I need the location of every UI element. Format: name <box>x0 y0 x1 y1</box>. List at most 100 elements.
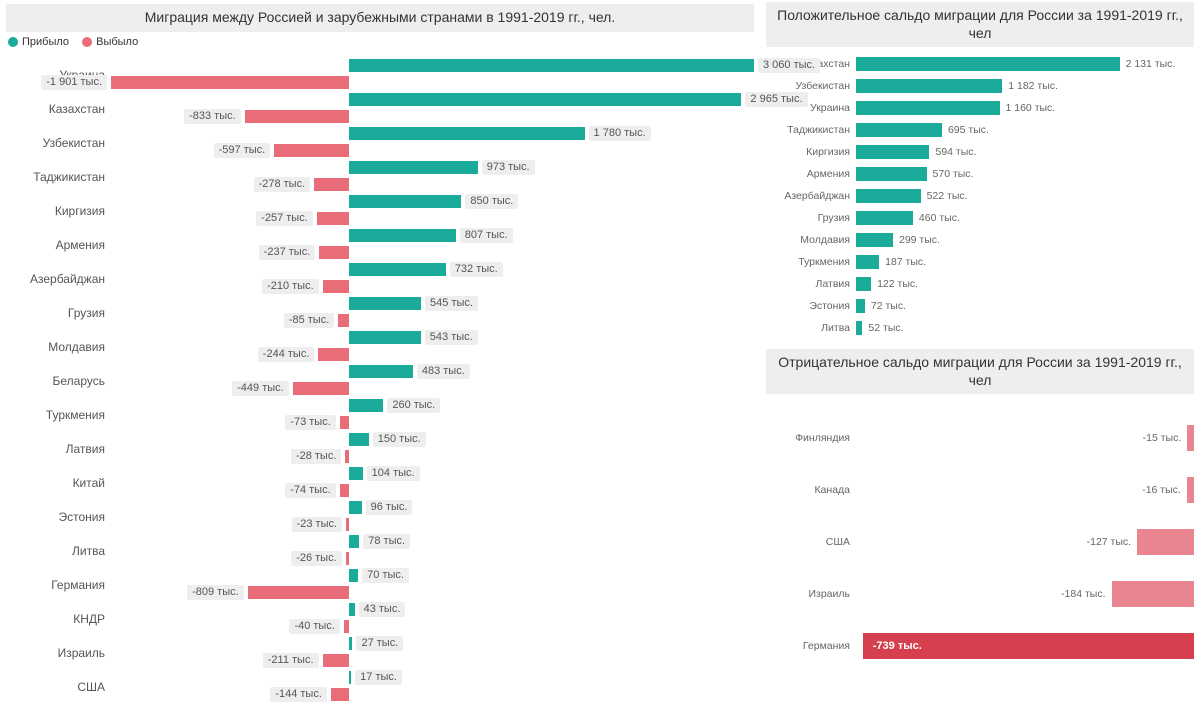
departed-bar[interactable] <box>340 416 349 429</box>
tornado-row: Литва78 тыс.-26 тыс. <box>6 534 754 568</box>
positive-bar[interactable] <box>856 189 921 203</box>
tornado-chart-panel: Миграция между Россией и зарубежными стр… <box>0 0 760 703</box>
departed-bar[interactable] <box>314 178 349 191</box>
arrived-value: 2 965 тыс. <box>745 92 807 107</box>
legend-arrived[interactable]: Прибыло <box>8 36 69 48</box>
departed-bar[interactable] <box>111 76 349 89</box>
departed-bar[interactable] <box>344 620 349 633</box>
country-label: Молдавия <box>766 234 856 246</box>
tornado-row-plot: 807 тыс.-237 тыс. <box>111 228 754 262</box>
positive-bar[interactable] <box>856 321 862 335</box>
departed-bar[interactable] <box>293 382 349 395</box>
negative-bar-track: -16 тыс. <box>856 464 1194 516</box>
country-label: Германия <box>766 640 856 652</box>
arrived-bar[interactable] <box>349 59 754 72</box>
country-label: Киргизия <box>6 204 111 218</box>
country-label: Азербайджан <box>6 272 111 286</box>
positive-bar[interactable] <box>856 167 927 181</box>
departed-bar[interactable] <box>323 280 349 293</box>
positive-bar[interactable] <box>856 255 879 269</box>
positive-bar[interactable] <box>856 277 871 291</box>
arrived-bar[interactable] <box>349 93 742 106</box>
country-label: Канада <box>766 484 856 496</box>
positive-bar-track: 1 182 тыс. <box>856 75 1194 97</box>
departed-bar[interactable] <box>319 246 349 259</box>
arrived-bar[interactable] <box>349 127 585 140</box>
country-label: Киргизия <box>766 146 856 158</box>
positive-bar-track: 695 тыс. <box>856 119 1194 141</box>
departed-bar[interactable] <box>317 212 349 225</box>
negative-row: Финляндия-15 тыс. <box>766 412 1194 464</box>
positive-bar[interactable] <box>856 145 929 159</box>
tornado-row: Беларусь483 тыс.-449 тыс. <box>6 364 754 398</box>
arrived-value: 545 тыс. <box>425 296 478 311</box>
country-label: Туркмения <box>6 408 111 422</box>
negative-bar[interactable] <box>1137 529 1194 555</box>
arrived-value: 27 тыс. <box>356 636 403 651</box>
arrived-bar[interactable] <box>349 535 359 548</box>
departed-value: -73 тыс. <box>285 415 335 430</box>
negative-bar[interactable] <box>1112 581 1194 607</box>
departed-bar[interactable] <box>346 552 349 565</box>
positive-value: 187 тыс. <box>885 256 926 268</box>
arrived-value: 807 тыс. <box>460 228 513 243</box>
departed-bar[interactable] <box>245 110 349 123</box>
arrived-bar[interactable] <box>349 331 421 344</box>
departed-bar[interactable] <box>318 348 349 361</box>
tornado-row: Украина3 060 тыс.-1 901 тыс. <box>6 58 754 92</box>
positive-bar[interactable] <box>856 123 942 137</box>
positive-bar[interactable] <box>856 211 913 225</box>
arrived-bar[interactable] <box>349 467 363 480</box>
positive-row: Таджикистан695 тыс. <box>766 119 1194 141</box>
arrived-bar[interactable] <box>349 399 383 412</box>
negative-bar[interactable] <box>1187 425 1194 451</box>
arrived-bar[interactable] <box>349 297 421 310</box>
positive-row: Украина1 160 тыс. <box>766 97 1194 119</box>
arrived-bar[interactable] <box>349 433 369 446</box>
country-label: Беларусь <box>6 374 111 388</box>
arrived-bar[interactable] <box>349 195 462 208</box>
departed-bar[interactable] <box>338 314 349 327</box>
negative-row: Израиль-184 тыс. <box>766 568 1194 620</box>
country-label: Таджикистан <box>766 124 856 136</box>
departed-bar[interactable] <box>331 688 349 701</box>
tornado-row: Германия70 тыс.-809 тыс. <box>6 568 754 602</box>
negative-value: -184 тыс. <box>1061 588 1105 600</box>
arrived-bar[interactable] <box>349 501 362 514</box>
arrived-bar[interactable] <box>349 161 478 174</box>
departed-value: -85 тыс. <box>284 313 334 328</box>
negative-row: США-127 тыс. <box>766 516 1194 568</box>
departed-value: -23 тыс. <box>292 517 342 532</box>
departed-value: -809 тыс. <box>187 585 244 600</box>
departed-bar[interactable] <box>323 654 349 667</box>
tornado-row-plot: 27 тыс.-211 тыс. <box>111 636 754 670</box>
country-label: США <box>6 680 111 694</box>
negative-bar[interactable] <box>1187 477 1194 503</box>
positive-bar[interactable] <box>856 233 893 247</box>
departed-bar[interactable] <box>248 586 349 599</box>
arrived-bar[interactable] <box>349 603 355 616</box>
positive-bar[interactable] <box>856 79 1002 93</box>
positive-bar[interactable] <box>856 101 1000 115</box>
negative-bar-track: -184 тыс. <box>856 568 1194 620</box>
negative-balance-chart: Отрицательное сальдо миграции для России… <box>760 347 1200 676</box>
tornado-row: Эстония96 тыс.-23 тыс. <box>6 500 754 534</box>
departed-bar[interactable] <box>340 484 349 497</box>
arrived-bar[interactable] <box>349 671 351 684</box>
arrived-bar[interactable] <box>349 263 446 276</box>
departed-bar[interactable] <box>346 518 349 531</box>
positive-bar[interactable] <box>856 57 1120 71</box>
legend-departed[interactable]: Выбыло <box>82 36 138 48</box>
arrived-bar[interactable] <box>349 637 353 650</box>
departed-bar[interactable] <box>274 144 349 157</box>
positive-bar[interactable] <box>856 299 865 313</box>
tornado-row-plot: 70 тыс.-809 тыс. <box>111 568 754 602</box>
arrived-bar[interactable] <box>349 569 358 582</box>
positive-value: 122 тыс. <box>877 278 918 290</box>
arrived-bar[interactable] <box>349 365 413 378</box>
departed-bar[interactable] <box>345 450 349 463</box>
arrived-bar[interactable] <box>349 229 456 242</box>
tornado-row-plot: 545 тыс. -85 тыс. <box>111 296 754 330</box>
departed-value: -833 тыс. <box>184 109 241 124</box>
arrived-value: 973 тыс. <box>482 160 535 175</box>
